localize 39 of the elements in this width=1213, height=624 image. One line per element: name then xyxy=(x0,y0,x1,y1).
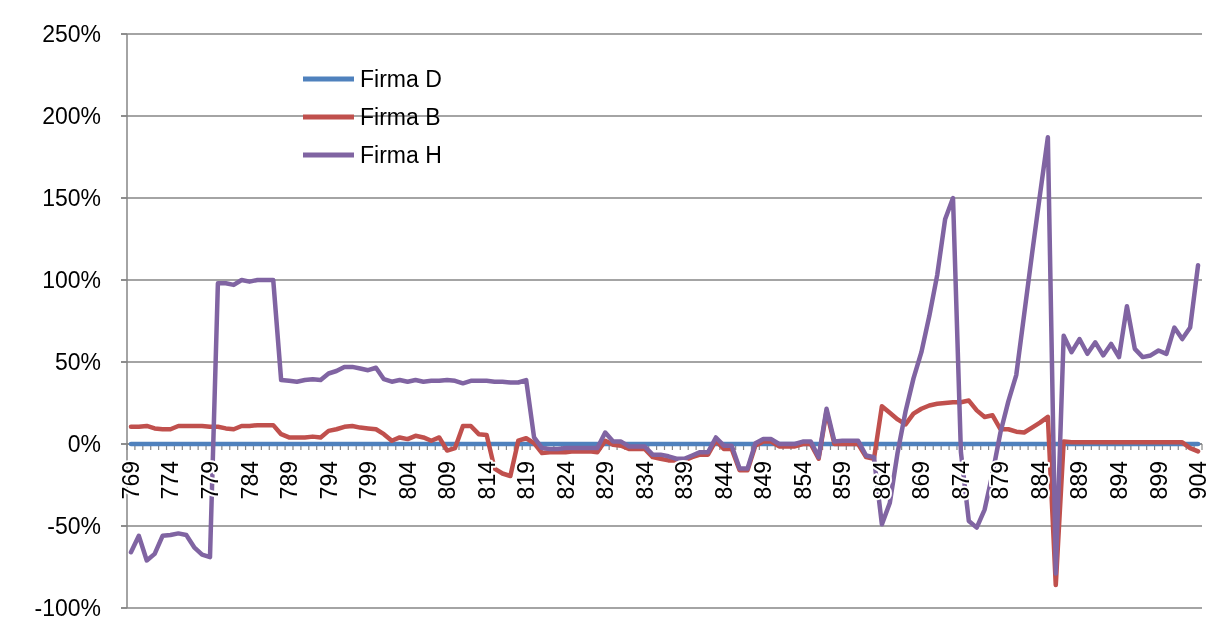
x-tick-label: 799 xyxy=(355,461,382,500)
y-tick-label: 50% xyxy=(54,349,101,375)
legend-label: Firma B xyxy=(360,104,441,130)
y-tick-label: -50% xyxy=(47,513,101,539)
x-tick-label: 844 xyxy=(710,460,737,500)
y-tick-label: -100% xyxy=(34,595,101,621)
x-tick-label: 819 xyxy=(513,461,540,500)
x-tick-label: 899 xyxy=(1145,461,1172,500)
x-tick-label: 769 xyxy=(117,461,144,500)
legend-label: Firma H xyxy=(360,142,442,168)
y-tick-label: 150% xyxy=(42,185,101,211)
x-tick-label: 874 xyxy=(947,460,974,500)
x-tick-label: 839 xyxy=(671,461,698,500)
y-tick-label: 200% xyxy=(42,103,101,129)
x-tick-label: 829 xyxy=(592,461,619,500)
x-tick-label: 849 xyxy=(750,461,777,500)
y-tick-label: 250% xyxy=(42,21,101,47)
x-tick-label: 884 xyxy=(1026,460,1053,500)
x-tick-label: 859 xyxy=(829,461,856,500)
x-tick-label: 789 xyxy=(276,461,303,500)
x-tick-label: 824 xyxy=(552,460,579,500)
x-tick-label: 854 xyxy=(789,460,816,500)
x-tick-label: 779 xyxy=(197,461,223,500)
x-tick-label: 834 xyxy=(631,460,658,500)
x-tick-label: 784 xyxy=(236,460,263,500)
y-tick-label: 0% xyxy=(67,431,101,457)
x-tick-label: 879 xyxy=(987,461,1014,500)
legend-label: Firma D xyxy=(360,66,442,92)
x-tick-label: 794 xyxy=(315,460,342,500)
y-tick-label: 100% xyxy=(42,267,101,293)
x-tick-label: 804 xyxy=(394,460,421,500)
x-tick-label: 869 xyxy=(908,461,935,500)
x-tick-label: 889 xyxy=(1066,461,1093,500)
x-tick-label: 894 xyxy=(1106,460,1132,500)
x-tick-label: 904 xyxy=(1185,460,1212,500)
x-tick-label: 809 xyxy=(434,461,461,500)
x-tick-label: 864 xyxy=(868,460,895,500)
x-tick-label: 814 xyxy=(473,460,500,500)
x-tick-label: 774 xyxy=(157,460,184,500)
